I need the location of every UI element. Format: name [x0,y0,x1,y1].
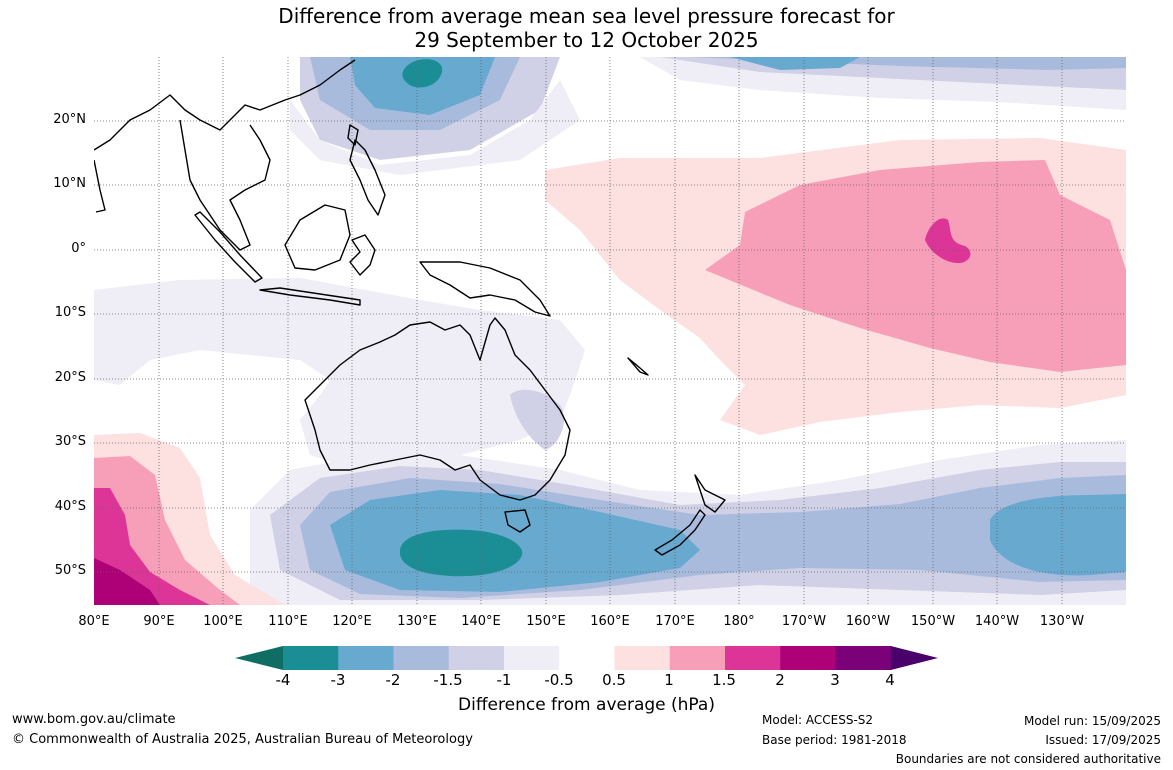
lon-label-160w: 160°W [845,614,891,629]
lon-label-140w: 140°W [974,614,1020,629]
coast-indochina [179,119,271,251]
lat-label-50s: 50°S [54,563,86,578]
footer-model: Model: ACCESS-S2 [762,713,874,727]
lat-label-20n: 20°N [53,112,86,127]
colorbar-segment [393,646,450,670]
lon-label-110e: 110°E [268,614,308,629]
coast-australia [304,317,571,501]
colorbar-extend-low [235,646,283,670]
anomaly-australia-weak [94,278,585,465]
colorbar-tick: 3 [830,671,840,689]
lon-label-80e: 80°E [78,614,110,629]
lon-label-140e: 140°E [461,614,501,629]
footer-base-period: Base period: 1981-2018 [762,733,907,747]
coast-tasmania [504,509,531,533]
footer-disclaimer: Boundaries are not considered authoritat… [895,752,1161,766]
lon-label-150e: 150°E [526,614,566,629]
coast-new-zealand-south [654,509,706,556]
coast-sumatra [194,211,263,283]
colorbar-tick: 4 [885,671,895,689]
coast-india [94,159,106,213]
coast-new-caledonia [627,357,649,376]
coast-borneo [284,204,351,271]
lon-label-180: 180° [723,614,755,629]
lon-label-100e: 100°E [203,614,243,629]
colorbar-segment [669,646,726,670]
lon-label-160e: 160°E [590,614,630,629]
lat-label-0: 0° [71,241,86,256]
coast-java [259,287,361,306]
footer-url[interactable]: www.bom.gov.au/climate [12,712,176,727]
coast-taiwan [347,124,359,146]
lon-label-150w: 150°W [910,614,956,629]
colorbar-title: Difference from average (hPa) [458,695,715,715]
colorbar-tick: 1.5 [712,671,736,689]
colorbar-segment [338,646,394,670]
anomaly-australia-light [510,389,565,450]
lat-label-40s: 40°S [54,499,86,514]
colorbar-tick: -1 [496,671,512,689]
footer-model-run: Model run: 15/09/2025 [1023,714,1161,728]
coast-new-guinea [419,261,551,317]
colorbar-segment [448,646,505,670]
lon-label-130e: 130°E [397,614,437,629]
anomaly-pacific-mid [705,160,1126,372]
colorbar-segment [614,646,671,670]
colorbar-tick: -1.5 [433,671,463,689]
colorbar-tick: -0.5 [544,671,574,689]
coast-new-zealand-north [694,474,726,513]
coast-philippines [349,139,386,216]
graticule [94,57,1126,605]
colorbar-tick: 1 [664,671,674,689]
lat-label-20s: 20°S [54,370,86,385]
footer-issued: Issued: 17/09/2025 [1045,733,1161,747]
chart-title-line2: 29 September to 12 October 2025 [414,28,759,52]
lon-label-120e: 120°E [332,614,372,629]
colorbar-tick: 0.5 [602,671,626,689]
lat-label-30s: 30°S [54,434,86,449]
anomaly-southern-core [399,529,523,577]
anomaly-pacific-strong [925,218,971,264]
anomaly-northeast-strong [730,57,860,70]
colorbar-extend-high [890,646,938,670]
coastlines [94,59,726,556]
lat-label-10s: 10°S [54,305,86,320]
colorbar-tick: -4 [275,671,291,689]
lat-label-10n: 10°N [53,176,86,191]
anomaly-north-pacific-weak [290,80,580,175]
lon-label-170e: 170°E [655,614,695,629]
anomaly-southwest-max [94,558,160,605]
anomaly-north-pacific-core [402,59,443,88]
anomaly-southern-strong-east [990,494,1126,576]
coast-sulawesi [349,234,376,276]
colorbar-tick: 2 [775,671,785,689]
colorbar-segment [835,646,892,670]
colorbar-segment [780,646,836,670]
colorbar-segment [725,646,781,670]
lon-label-170w: 170°W [781,614,827,629]
colorbar-tick: -2 [385,671,401,689]
lon-label-90e: 90°E [143,614,175,629]
footer-copyright: © Commonwealth of Australia 2025, Austra… [12,732,473,747]
colorbar-tick: -3 [330,671,346,689]
chart-title-line1: Difference from average mean sea level p… [278,4,895,28]
lon-label-130w: 130°W [1039,614,1085,629]
coast-asia [94,59,356,151]
colorbar-segment [559,646,615,670]
colorbar-segment [504,646,560,670]
colorbar-segment [283,646,339,670]
